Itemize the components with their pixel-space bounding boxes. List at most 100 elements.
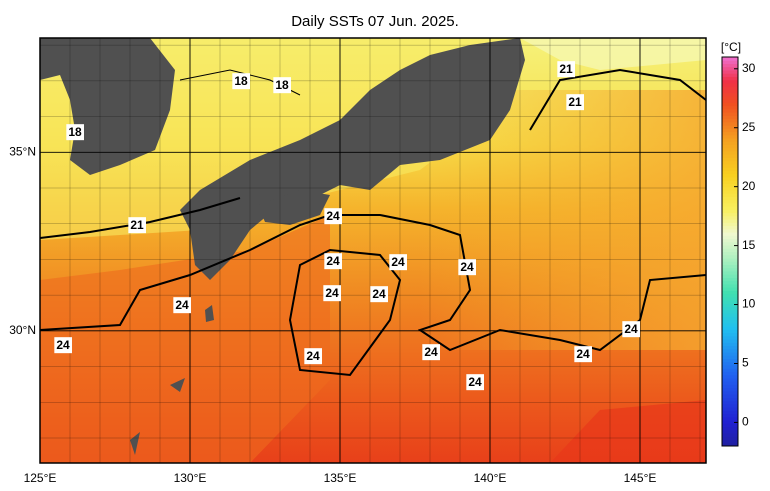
colorbar: 0 5 10 15 20 25 30 bbox=[721, 56, 756, 447]
colorbar-segment bbox=[722, 335, 738, 340]
colorbar-segment bbox=[722, 348, 738, 353]
colorbar-segment bbox=[722, 79, 738, 84]
colorbar-segment bbox=[722, 245, 738, 249]
colorbar-segment bbox=[722, 112, 738, 116]
colorbar-segment bbox=[722, 420, 738, 424]
colorbar-segment bbox=[722, 131, 738, 136]
contour-label-box bbox=[173, 297, 191, 314]
colorbar-segment bbox=[722, 60, 738, 64]
colorbar-frame bbox=[721, 56, 739, 447]
colorbar-segment bbox=[722, 248, 738, 252]
y-tick-label: 30°N bbox=[9, 323, 36, 337]
x-tick-label: 145°E bbox=[624, 471, 657, 485]
colorbar-segment bbox=[722, 66, 738, 71]
colorbar-segment bbox=[722, 394, 738, 398]
colorbar-tick-label: 5 bbox=[742, 356, 749, 370]
contour-label: 24 bbox=[326, 254, 340, 268]
contour-line bbox=[288, 248, 402, 377]
colorbar-segment bbox=[722, 277, 738, 282]
colorbar-segment bbox=[722, 316, 738, 321]
colorbar-segment bbox=[722, 82, 738, 87]
colorbar-segment bbox=[722, 442, 738, 447]
colorbar-segment bbox=[722, 374, 738, 379]
contour-label-box bbox=[370, 286, 388, 303]
colorbar-segment bbox=[722, 63, 738, 68]
colorbar-segment bbox=[722, 254, 738, 259]
contour-label-box bbox=[422, 344, 440, 361]
colorbar-segment bbox=[722, 351, 738, 356]
map-area bbox=[40, 38, 706, 463]
colorbar-segment bbox=[722, 342, 738, 347]
colorbar-segment bbox=[722, 403, 738, 408]
contour-label: 24 bbox=[372, 287, 386, 301]
colorbar-segment bbox=[722, 280, 738, 285]
colorbar-segment bbox=[722, 306, 738, 311]
colorbar-segment bbox=[722, 206, 738, 210]
contour-label-box bbox=[128, 217, 146, 234]
colorbar-segment bbox=[722, 151, 738, 155]
colorbar-segment bbox=[722, 361, 738, 366]
colorbar-segment bbox=[722, 222, 738, 227]
colorbar-segment bbox=[722, 228, 738, 233]
contour-label-box bbox=[54, 337, 72, 354]
warm-water bbox=[40, 215, 330, 463]
contour-label: 24 bbox=[175, 298, 189, 312]
colorbar-segment bbox=[722, 57, 738, 61]
colorbar-segment bbox=[722, 199, 738, 204]
colorbar-segment bbox=[722, 193, 738, 197]
colorbar-segment bbox=[722, 160, 738, 165]
contour-label-box bbox=[622, 321, 640, 338]
colorbar-segment bbox=[722, 167, 738, 171]
contour-label-box bbox=[323, 285, 341, 302]
colorbar-segment bbox=[722, 290, 738, 295]
colorbar-segment bbox=[722, 400, 738, 405]
colorbar-segment bbox=[722, 257, 738, 262]
contour-label-box bbox=[389, 254, 407, 271]
contour-label: 24 bbox=[306, 349, 320, 363]
contour-label-box bbox=[458, 259, 476, 276]
colorbar-segment bbox=[722, 303, 738, 308]
colorbar-segment bbox=[722, 397, 738, 402]
colorbar-segment bbox=[722, 69, 738, 74]
colorbar-segment bbox=[722, 241, 738, 246]
contour-label: 24 bbox=[624, 322, 638, 336]
colorbar-segment bbox=[722, 121, 738, 126]
colorbar-tick-label: 25 bbox=[742, 120, 756, 134]
colorbar-segment bbox=[722, 186, 738, 191]
colorbar-segment bbox=[722, 134, 738, 139]
contour-label: 24 bbox=[576, 347, 590, 361]
contour-line bbox=[40, 197, 241, 239]
contour-label: 18 bbox=[68, 125, 82, 139]
colorbar-segment bbox=[722, 387, 738, 392]
contour-label: 24 bbox=[391, 255, 405, 269]
colorbar-segment bbox=[722, 215, 738, 220]
colorbar-segment bbox=[722, 274, 738, 278]
colorbar-segment bbox=[722, 141, 738, 146]
colorbar-segment bbox=[722, 264, 738, 269]
contour-label-box bbox=[232, 73, 250, 90]
colorbar-segment bbox=[722, 196, 738, 201]
colorbar-segment bbox=[722, 283, 738, 288]
colorbar-segment bbox=[722, 219, 738, 223]
contour-label: 21 bbox=[559, 62, 573, 76]
colorbar-segment bbox=[722, 89, 738, 94]
colorbar-segment bbox=[722, 300, 738, 304]
contour-label-box bbox=[557, 61, 575, 78]
colorbar-segment bbox=[722, 384, 738, 389]
colorbar-segment bbox=[722, 154, 738, 158]
map-title: Daily SSTs 07 Jun. 2025. bbox=[291, 13, 459, 30]
land-korea bbox=[60, 38, 175, 175]
contour-labels: 18 18 18 21 21 21 24 24 24 24 24 24 24 2… bbox=[54, 61, 640, 391]
x-tick-label: 125°E bbox=[24, 471, 57, 485]
contour-label: 24 bbox=[56, 338, 70, 352]
colorbar-segment bbox=[722, 410, 738, 415]
contour-label: 24 bbox=[326, 209, 340, 223]
colorbar-tick-label: 30 bbox=[742, 61, 756, 75]
colorbar-tick-label: 20 bbox=[742, 179, 756, 193]
x-tick-label: 140°E bbox=[474, 471, 507, 485]
contour-label-box bbox=[304, 348, 322, 365]
colorbar-tick-label: 15 bbox=[742, 238, 756, 252]
colorbar-segment bbox=[722, 368, 738, 372]
x-tick-label: 135°E bbox=[324, 471, 357, 485]
contour-label: 24 bbox=[468, 375, 482, 389]
